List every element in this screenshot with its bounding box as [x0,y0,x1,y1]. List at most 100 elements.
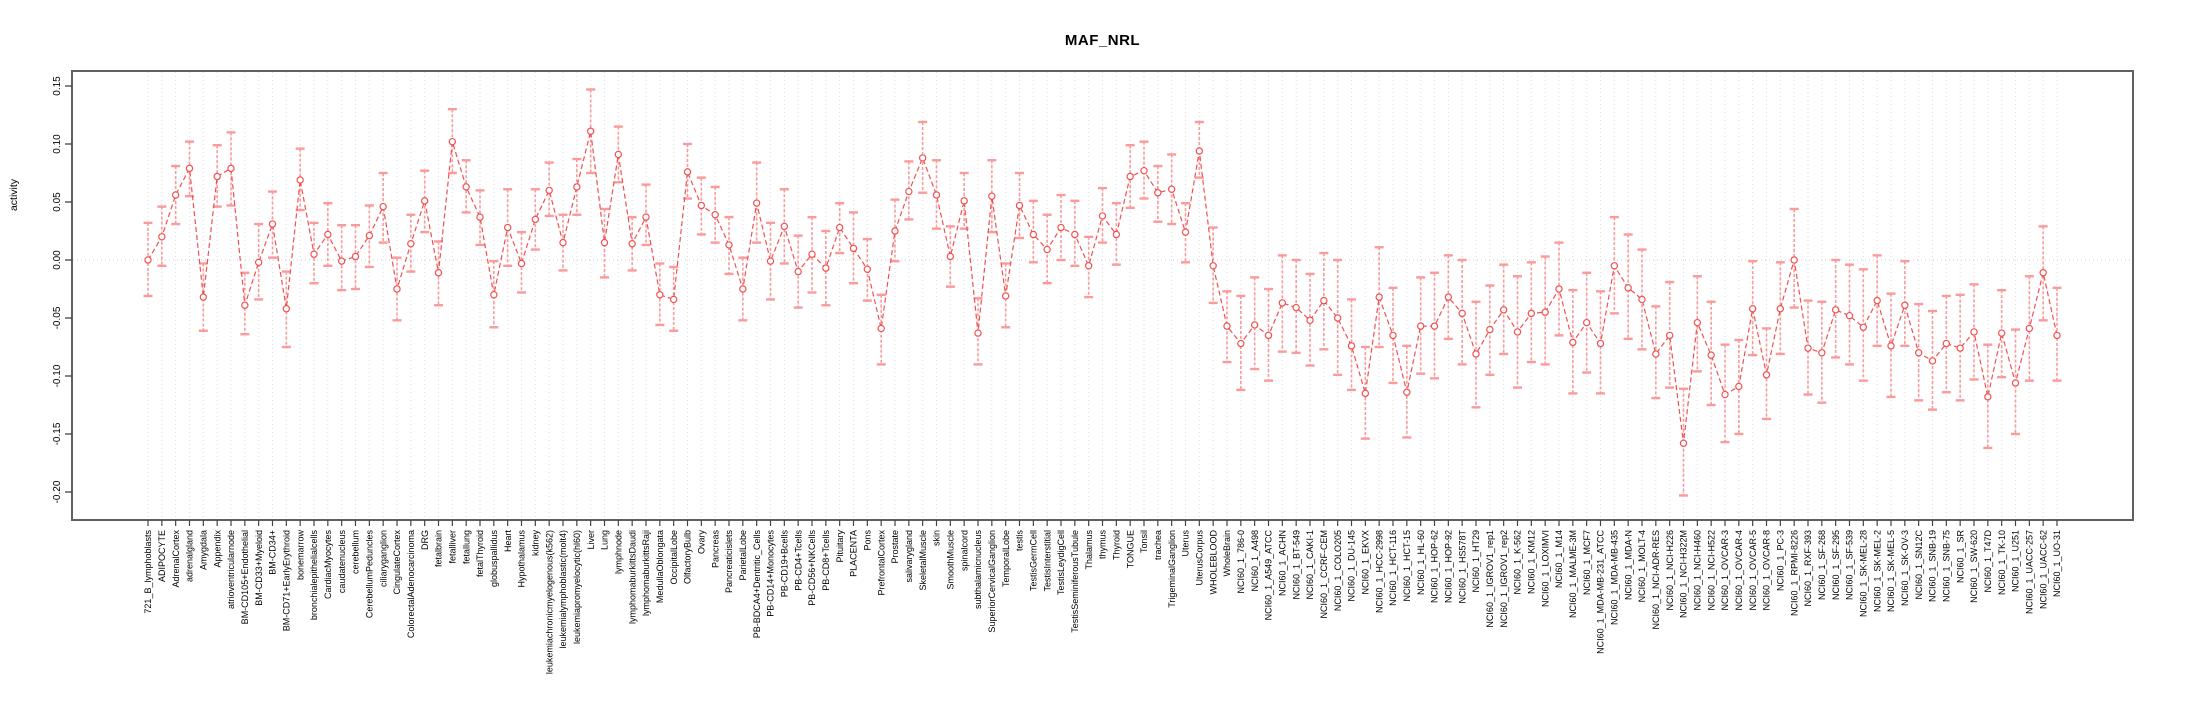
x-tick-label: Amygdala [199,530,209,570]
x-tick-label: NCI60_1_MDA-MB-231_ATCC [1596,530,1606,654]
data-point [905,187,913,196]
data-point [1859,323,1868,331]
data-point [2011,379,2020,387]
y-axis: 0.15 0.10 0.05 0.00 -0.05 -0.10 -0.15 -0.20 [52,76,72,503]
data-point [1098,212,1107,220]
x-tick-label: WHOLEBLOOD [1208,530,1218,595]
data-point [1569,338,1577,347]
data-point [1084,262,1093,270]
data-point [1181,228,1190,236]
x-tick-label: Pituitary [835,530,845,563]
x-tick-label: Prostate [890,530,900,564]
x-tick-label: NCI60_1_SK-MEL-5 [1886,530,1896,612]
data-point [1984,393,1992,401]
data-point [1444,293,1453,301]
x-tick-label: SmoothMuscle [946,530,956,590]
data-point [1596,339,1605,348]
x-tick-label: DRG [420,530,430,550]
data-point [1043,245,1051,254]
x-tick-label: NCI60_1_LOXIMVI [1540,530,1550,607]
y-axis-label: activity [8,178,20,211]
data-point [642,213,650,221]
x-tick-label: NCI60_1_NCI-H522 [1706,530,1716,611]
data-point [1278,299,1287,307]
data-point [517,259,526,268]
data-point [490,291,498,299]
data-point [1707,351,1715,359]
x-tick-label: NCI60_1_K-562 [1513,530,1523,595]
data-point [1154,189,1162,197]
data-point [1499,306,1508,314]
svg-text:0.05: 0.05 [52,192,63,212]
data-point [1071,230,1079,239]
x-tick-label: NCI60_1_HL-60 [1416,530,1426,595]
data-point [185,164,194,173]
data-point [1167,185,1176,193]
data-point [199,293,208,301]
x-tick-label: Ovary [697,530,707,555]
x-tick-label: NCI60_1_KM12 [1527,530,1537,594]
x-tick-label: NCI60_1_SF-295 [1831,530,1841,600]
data-point [1029,230,1038,239]
x-tick-label: adrenalgland [185,530,195,582]
data-point [1610,262,1619,270]
svg-text:0.00: 0.00 [52,250,63,270]
x-tick-label: salivarygland [904,530,914,583]
x-tick-label: NCI60_1_MCF7 [1582,530,1592,595]
data-point [1375,293,1383,301]
data-point [531,215,540,224]
x-tick-label: NCI60_1_IGROV1_rep2 [1499,530,1509,628]
x-tick-label: Hypothalamus [517,530,527,588]
x-tick-label: Thalamus [1084,530,1094,570]
x-tick-label: Pons [863,530,873,551]
data-point [1624,284,1632,292]
data-point [877,324,885,333]
data-point [1347,342,1356,350]
data-point [1403,388,1411,396]
data-point [2053,331,2061,340]
x-tick-label: spinalcord [959,530,969,571]
data-point [1873,296,1881,305]
data-point [227,164,235,173]
data-point [1762,371,1771,379]
data-point [697,201,706,210]
x-tick-label: BM-CD105+Endothelial [240,530,250,624]
x-tick-label: skin [932,530,942,546]
x-tick-label: NCI60_1_SF-268 [1817,530,1827,600]
x-tick-label: lymphomaburkittsRaji [641,530,651,616]
data-point [891,227,899,235]
data-point [1541,308,1549,316]
x-tick-label: NCI60_1_SK-MEL-2 [1872,530,1882,612]
x-tick-label: atrioventricularnode [226,530,236,609]
x-tick-label: Heart [503,530,513,553]
data-point [1320,296,1328,305]
data-point [1831,306,1840,314]
data-point [683,168,692,176]
x-tick-label: TestisGermCell [1029,530,1039,591]
x-tick-label: fetalliver [448,530,458,564]
data-point [1112,230,1121,239]
x-tick-label: NCI60_1_NCI-H322M [1679,530,1689,618]
x-tick-label: NCI60_1_M14 [1554,530,1564,588]
data-point [1665,331,1674,340]
svg-text:-0.20: -0.20 [52,480,63,503]
data-point [254,258,263,267]
x-tick-label: NCI60_1_UO-31 [2052,530,2062,597]
x-tick-label: Liver [586,530,596,550]
data-point [960,197,968,205]
x-tick-label: NCI60_1_A549_ATCC [1264,530,1274,621]
data-point [407,240,415,248]
data-point [1790,256,1798,264]
data-point [988,192,996,200]
x-tick-label: PB-CD56+NKCells [807,530,817,606]
x-tick-label: NCI60_1_NCI-ADR-RES [1651,530,1661,630]
data-point [1901,301,1909,309]
data-point [1126,172,1134,181]
data-point [379,202,387,211]
x-tick-label: OlfactoryBulb [683,530,693,584]
x-tick-label: globuspallidus [489,530,499,588]
svg-text:0.15: 0.15 [52,76,63,96]
data-point [351,252,360,261]
x-tick-label: NCI60_1_NCI-H226 [1665,530,1675,611]
